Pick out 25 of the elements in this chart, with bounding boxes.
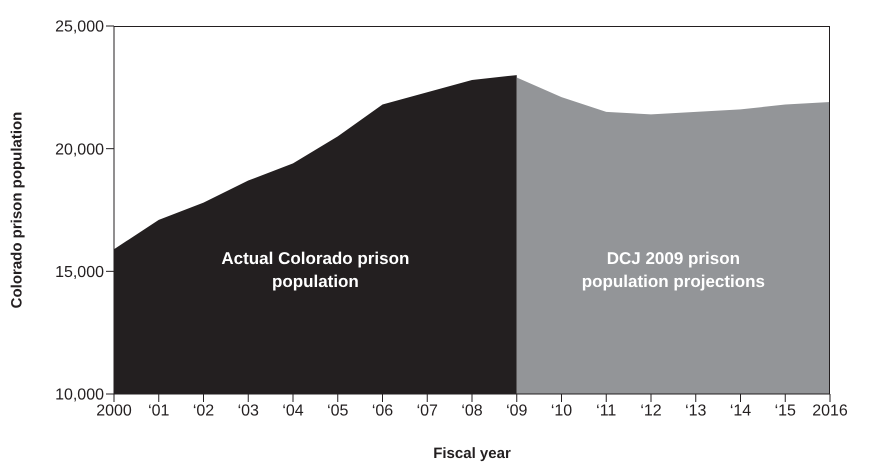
x-tick-label: 2016	[812, 402, 848, 420]
x-tick-label: ‘13	[685, 402, 707, 420]
x-tick-label: 2000	[96, 402, 132, 420]
x-tick-label: ‘08	[461, 402, 483, 420]
x-tick-label: ‘09	[506, 402, 528, 420]
x-tick-label: ‘12	[640, 402, 662, 420]
x-tick-label: ‘01	[148, 402, 170, 420]
x-tick-label: ‘04	[282, 402, 304, 420]
series-label: DCJ 2009 prison population projections	[580, 248, 766, 293]
x-tick-label: ‘06	[372, 402, 394, 420]
x-tick-label: ‘03	[238, 402, 260, 420]
y-tick-label: 15,000	[55, 264, 104, 282]
y-tick-label: 20,000	[55, 141, 104, 158]
series-label: Actual Colorado prison population	[220, 248, 410, 293]
x-tick-label: ‘05	[327, 402, 349, 420]
x-tick-label: ‘11	[596, 402, 616, 420]
x-tick-label: ‘10	[550, 402, 572, 420]
y-tick-label: 10,000	[55, 386, 104, 404]
x-tick-label: ‘07	[416, 402, 438, 420]
x-tick-label: ‘14	[730, 402, 752, 420]
x-tick-label: ‘15	[774, 402, 796, 420]
y-tick-label: 25,000	[55, 18, 104, 36]
x-tick-label: ‘02	[192, 402, 214, 420]
y-axis-title: Colorado prison population	[8, 112, 26, 308]
x-axis-title: Fiscal year	[433, 445, 511, 462]
